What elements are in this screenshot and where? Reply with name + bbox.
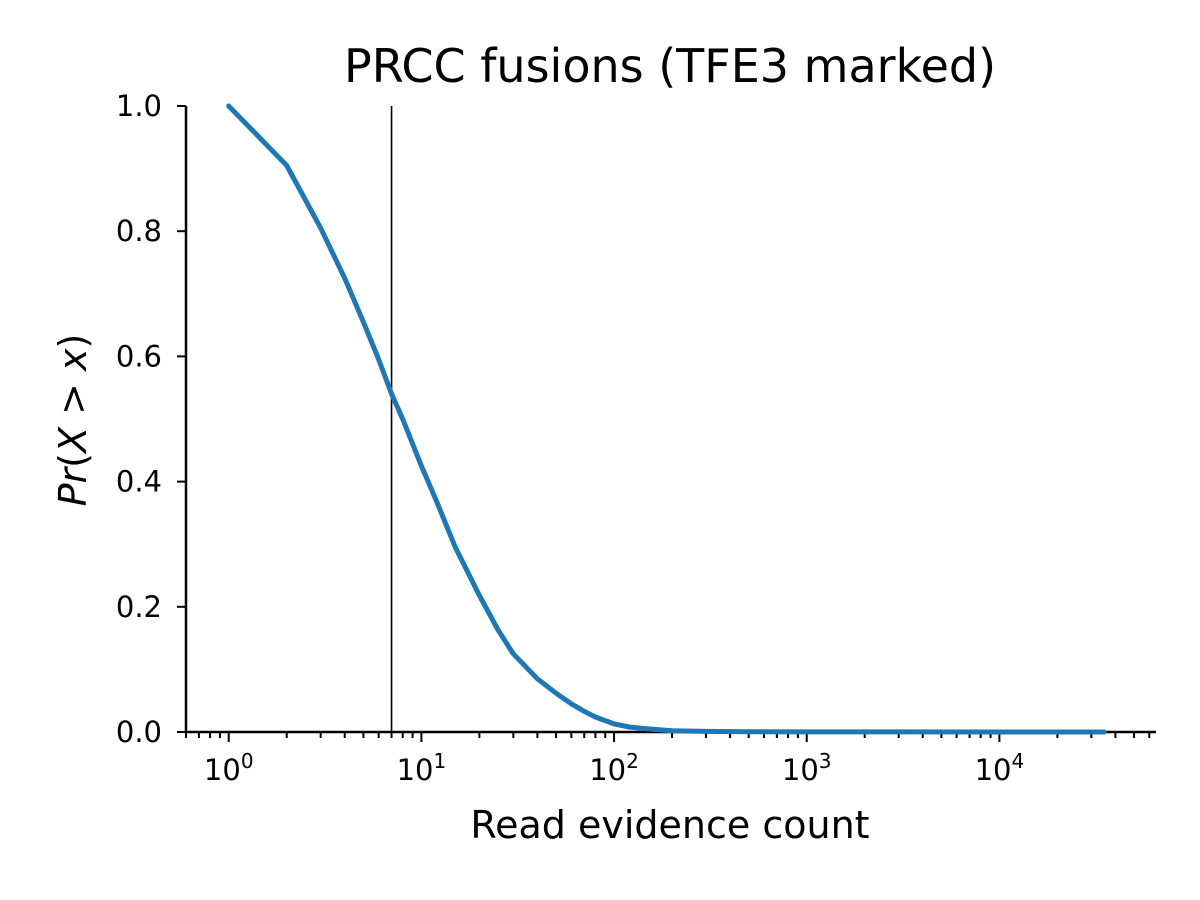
- y-tick-label: 1.0: [116, 89, 162, 123]
- ccdf-series-line: [226, 103, 1107, 735]
- y-tick-label: 0.4: [116, 465, 162, 499]
- x-tick-label: 102: [589, 749, 639, 787]
- y-axis-label: Pr(X > x): [51, 334, 95, 507]
- y-tick-label: 0.8: [116, 214, 162, 248]
- x-tick-label: 104: [975, 749, 1025, 787]
- y-tick-label: 0.2: [116, 590, 162, 624]
- y-tick-label: 0.6: [116, 339, 162, 373]
- chart-title: PRCC fusions (TFE3 marked): [344, 39, 996, 93]
- y-tick-label: 0.0: [116, 715, 162, 749]
- x-tick-label: 100: [204, 749, 254, 787]
- plot-area: 0.0 0.2 0.4 0.6 0.8 1.0 100 101 102 103 104: [116, 89, 1156, 787]
- x-tick-label: 103: [782, 749, 832, 787]
- x-axis-label: Read evidence count: [470, 803, 869, 847]
- x-tick-label: 101: [397, 749, 447, 787]
